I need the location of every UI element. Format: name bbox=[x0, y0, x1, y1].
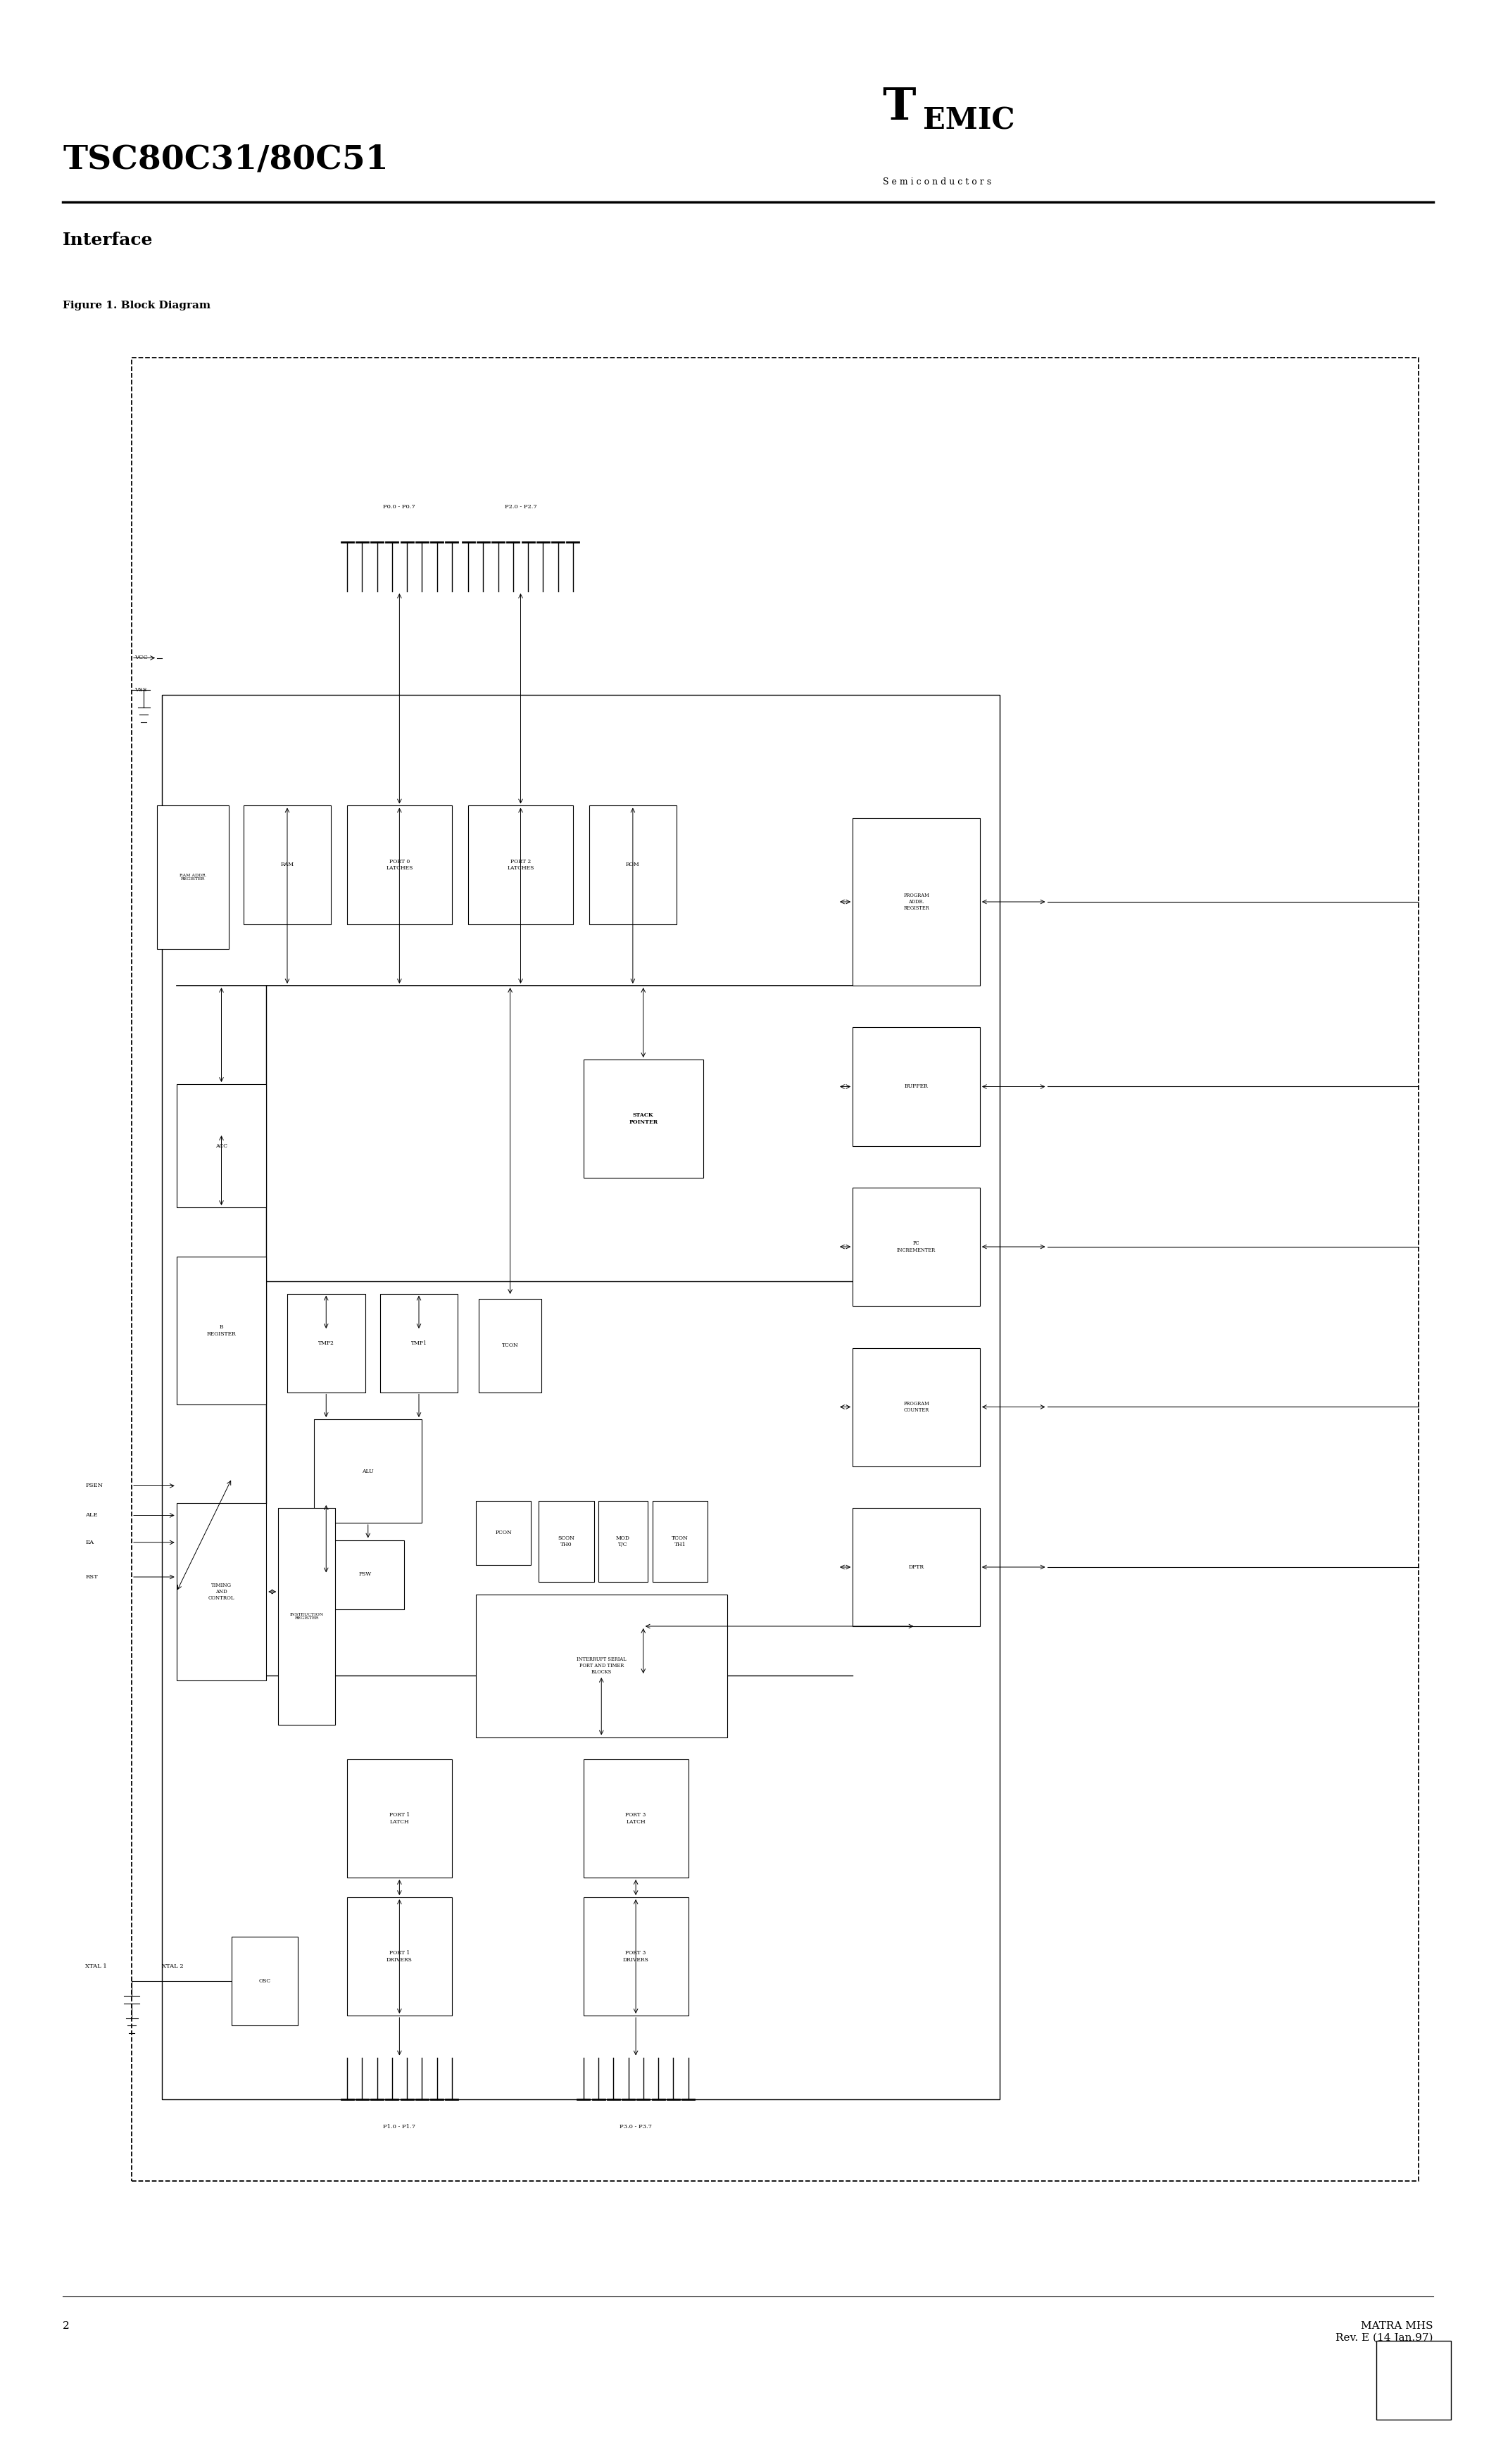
Bar bbox=[177, 1503, 266, 1680]
Bar bbox=[476, 1501, 531, 1565]
Text: VCC: VCC bbox=[135, 655, 148, 660]
Text: TIMING
AND
CONTROL: TIMING AND CONTROL bbox=[208, 1582, 235, 1602]
Text: EMIC: EMIC bbox=[923, 106, 1014, 136]
Text: S e m i c o n d u c t o r s: S e m i c o n d u c t o r s bbox=[883, 177, 992, 187]
Text: B
REGISTER: B REGISTER bbox=[206, 1326, 236, 1335]
Bar bbox=[853, 1508, 980, 1626]
Bar bbox=[853, 1027, 980, 1146]
Text: Interface: Interface bbox=[63, 232, 153, 249]
Bar bbox=[347, 806, 452, 924]
Bar bbox=[652, 1501, 708, 1582]
Bar bbox=[326, 1540, 404, 1609]
Text: PSEN: PSEN bbox=[85, 1483, 103, 1488]
Bar bbox=[162, 695, 999, 2099]
Text: ALE: ALE bbox=[85, 1513, 97, 1518]
Bar bbox=[853, 1188, 980, 1306]
Text: VSS: VSS bbox=[135, 687, 147, 692]
Bar bbox=[347, 1759, 452, 1878]
Text: STACK
POINTER: STACK POINTER bbox=[628, 1114, 658, 1124]
Bar bbox=[476, 1594, 727, 1737]
Bar bbox=[1376, 2341, 1451, 2420]
Text: XTAL 2: XTAL 2 bbox=[162, 1964, 183, 1969]
Text: SCON
TH0: SCON TH0 bbox=[558, 1535, 574, 1547]
Text: TMP2: TMP2 bbox=[319, 1340, 334, 1345]
Text: DPTR: DPTR bbox=[908, 1565, 925, 1570]
Text: EA: EA bbox=[85, 1540, 94, 1545]
Text: PC
INCREMENTER: PC INCREMENTER bbox=[896, 1242, 936, 1252]
Bar bbox=[232, 1937, 298, 2025]
Text: PROGRAM
COUNTER: PROGRAM COUNTER bbox=[904, 1402, 929, 1412]
Text: PORT 1
DRIVERS: PORT 1 DRIVERS bbox=[386, 1951, 413, 1961]
Bar bbox=[177, 1084, 266, 1207]
Bar bbox=[177, 1257, 266, 1404]
Text: Figure 1. Block Diagram: Figure 1. Block Diagram bbox=[63, 301, 211, 310]
Bar bbox=[589, 806, 676, 924]
Bar bbox=[853, 1348, 980, 1466]
Bar bbox=[314, 1419, 422, 1523]
Text: ALU: ALU bbox=[362, 1469, 374, 1473]
Text: ACC: ACC bbox=[215, 1143, 227, 1148]
Text: TCON
TH1: TCON TH1 bbox=[672, 1535, 688, 1547]
Text: OSC: OSC bbox=[259, 1979, 271, 1984]
Text: PROGRAM
ADDR.
REGISTER: PROGRAM ADDR. REGISTER bbox=[904, 892, 929, 912]
Text: P2.0 - P2.7: P2.0 - P2.7 bbox=[504, 505, 537, 510]
Bar bbox=[853, 818, 980, 986]
Text: PORT 0
LATCHES: PORT 0 LATCHES bbox=[386, 860, 413, 870]
Text: PCON: PCON bbox=[495, 1530, 512, 1535]
Bar bbox=[132, 357, 1418, 2181]
Text: BUFFER: BUFFER bbox=[905, 1084, 928, 1089]
Text: TMP1: TMP1 bbox=[411, 1340, 426, 1345]
Bar bbox=[583, 1759, 688, 1878]
Text: TSC80C31/80C51: TSC80C31/80C51 bbox=[63, 143, 389, 175]
Text: MATRA MHS
Rev. E (14 Jan.97): MATRA MHS Rev. E (14 Jan.97) bbox=[1336, 2321, 1433, 2343]
Bar bbox=[479, 1299, 542, 1392]
Text: INTERRUPT SERIAL
PORT AND TIMER
BLOCKS: INTERRUPT SERIAL PORT AND TIMER BLOCKS bbox=[576, 1656, 627, 1676]
Text: PORT 1
LATCH: PORT 1 LATCH bbox=[389, 1814, 410, 1823]
Bar bbox=[583, 1060, 703, 1178]
Text: RAM: RAM bbox=[281, 862, 293, 867]
Bar bbox=[157, 806, 229, 949]
Text: 2: 2 bbox=[63, 2321, 70, 2331]
Text: ROM: ROM bbox=[625, 862, 640, 867]
Bar bbox=[380, 1294, 458, 1392]
Bar bbox=[244, 806, 331, 924]
Bar bbox=[583, 1897, 688, 2016]
Bar bbox=[278, 1508, 335, 1725]
Bar bbox=[468, 806, 573, 924]
Text: RST: RST bbox=[85, 1574, 97, 1579]
Bar bbox=[287, 1294, 365, 1392]
Text: TCON: TCON bbox=[501, 1343, 519, 1348]
Text: PSW: PSW bbox=[359, 1572, 371, 1577]
Bar bbox=[598, 1501, 648, 1582]
Text: P0.0 - P0.7: P0.0 - P0.7 bbox=[383, 505, 416, 510]
Text: PORT 3
DRIVERS: PORT 3 DRIVERS bbox=[622, 1951, 649, 1961]
Text: RAM ADDR.
REGISTER: RAM ADDR. REGISTER bbox=[180, 872, 206, 882]
Text: PORT 2
LATCHES: PORT 2 LATCHES bbox=[507, 860, 534, 870]
Text: XTAL 1: XTAL 1 bbox=[85, 1964, 106, 1969]
Bar bbox=[347, 1897, 452, 2016]
Text: MOD
T/C: MOD T/C bbox=[616, 1535, 630, 1547]
Text: T: T bbox=[883, 86, 916, 128]
Bar bbox=[539, 1501, 594, 1582]
Text: INSTRUCTION
REGISTER: INSTRUCTION REGISTER bbox=[290, 1611, 323, 1621]
Text: PORT 3
LATCH: PORT 3 LATCH bbox=[625, 1814, 646, 1823]
Text: P3.0 - P3.7: P3.0 - P3.7 bbox=[619, 2124, 652, 2129]
Text: P1.0 - P1.7: P1.0 - P1.7 bbox=[383, 2124, 416, 2129]
